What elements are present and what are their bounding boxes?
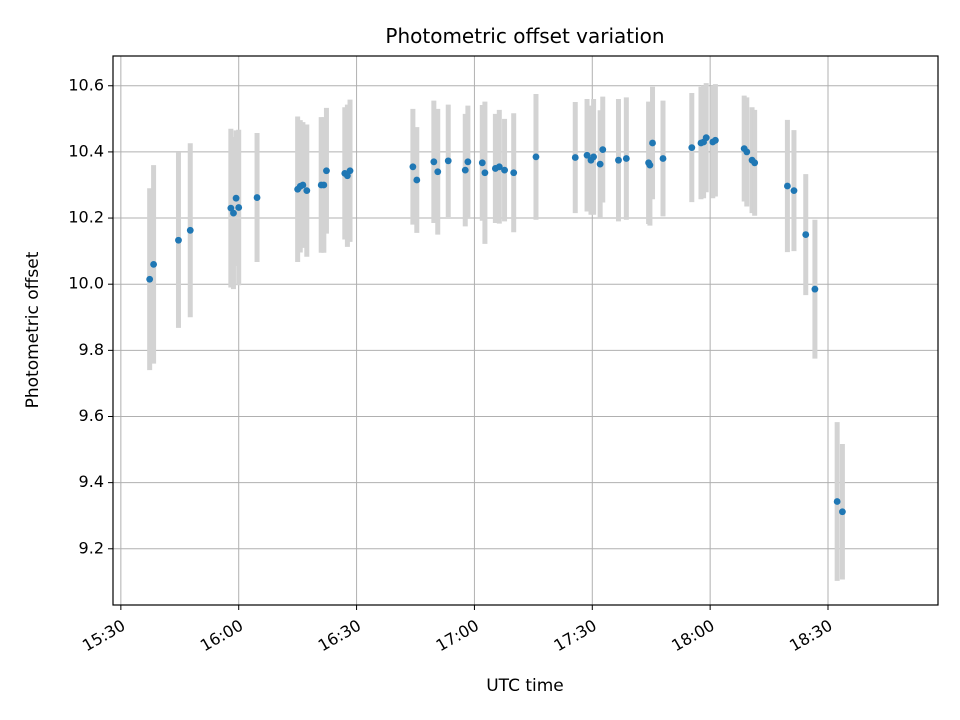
data-point [409, 163, 417, 171]
chart-title: Photometric offset variation [385, 24, 664, 48]
x-tick-label: 17:30 [550, 616, 599, 656]
data-point [235, 204, 243, 211]
data-point [186, 226, 194, 234]
data-point [299, 181, 307, 189]
data-point [481, 169, 489, 177]
y-tick-label: 9.6 [79, 406, 104, 425]
data-point [659, 155, 667, 162]
data-point [495, 163, 503, 171]
data-point [303, 187, 311, 195]
data-point [464, 158, 472, 166]
x-tick-label: 15:30 [79, 616, 128, 656]
data-point [751, 159, 759, 167]
data-point [146, 275, 154, 283]
data-point [434, 168, 442, 176]
data-point [175, 236, 182, 244]
y-axis-label: Photometric offset [23, 251, 43, 408]
data-point [253, 194, 261, 201]
data-point [688, 144, 696, 152]
data-point [430, 158, 438, 166]
error-bars [147, 83, 845, 581]
x-tick-label: 16:00 [197, 616, 246, 656]
x-axis-label: UTC time [486, 676, 564, 696]
data-point [802, 231, 810, 238]
axis-ticks: 15:30 16:00 16:30 17:00 17:30 18:00 18:30 9.2 9.… [68, 75, 835, 655]
x-tick-label: 17:00 [433, 616, 482, 656]
data-point [571, 154, 579, 161]
data-point [599, 146, 607, 153]
data-point [413, 176, 421, 184]
data-point [711, 136, 719, 144]
data-point [478, 159, 486, 167]
data-point [150, 260, 157, 268]
data-point [649, 139, 656, 147]
plot-area-frame [112, 55, 939, 606]
data-points [146, 134, 846, 516]
data-point [784, 182, 791, 190]
data-point [320, 181, 328, 189]
data-point [646, 161, 654, 169]
data-point [346, 167, 354, 175]
data-point [833, 498, 841, 505]
data-point [839, 508, 846, 516]
data-point [230, 209, 237, 217]
data-point [702, 134, 710, 142]
data-point [501, 166, 508, 174]
x-tick-label: 18:00 [668, 616, 717, 656]
y-tick-label: 9.4 [79, 472, 104, 491]
data-point [590, 153, 597, 161]
data-point [743, 148, 751, 156]
data-point [790, 187, 798, 195]
data-point [596, 160, 604, 168]
data-point [461, 166, 469, 174]
y-tick-label: 10.4 [68, 141, 104, 160]
grid [113, 56, 938, 605]
data-point [532, 153, 540, 161]
data-point [510, 169, 518, 177]
y-tick-label: 10.2 [68, 208, 104, 227]
x-tick-label: 16:30 [315, 616, 364, 656]
y-tick-label: 9.8 [79, 340, 104, 359]
y-tick-label: 10.6 [68, 75, 104, 94]
y-tick-label: 9.2 [79, 538, 104, 557]
data-point [232, 194, 240, 202]
data-point [622, 155, 630, 162]
data-point [811, 285, 819, 293]
data-point [323, 167, 330, 175]
x-tick-label: 18:30 [786, 616, 835, 656]
y-tick-label: 10.0 [68, 274, 104, 293]
data-point [615, 156, 622, 164]
data-point [583, 151, 591, 159]
data-point [444, 157, 452, 165]
